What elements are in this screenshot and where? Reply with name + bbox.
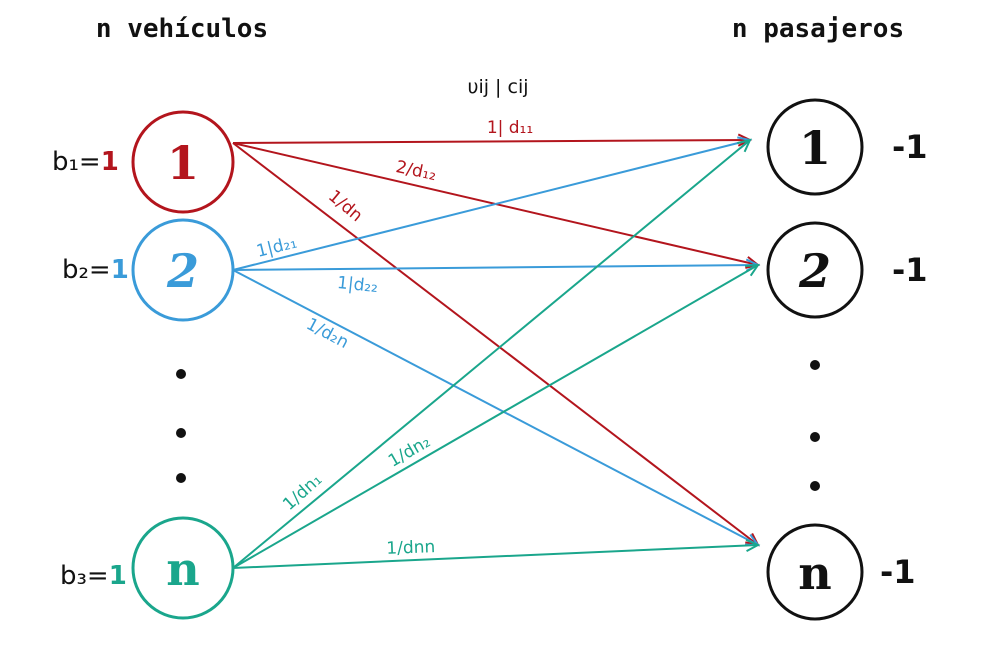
right-ellipsis-dot	[810, 432, 820, 442]
vehicle-node-1: 1	[131, 110, 235, 214]
edge-label-2-1: 1|d₂₁	[254, 232, 299, 261]
supply-prefix-1: b₁=	[52, 147, 101, 177]
edges-group: 1| d₁₁2/d₁₂1/dn1|d₂₁1|d₂₂1/d₂n1/dn₁1/dn₂…	[232, 118, 761, 569]
vehicle-node-1-circle	[131, 110, 235, 214]
supply-prefix-2: b₂=	[62, 255, 111, 285]
vehicle-node-2: 2	[131, 218, 235, 322]
left-title: n vehículos	[96, 14, 268, 44]
edge-label-1-1: 1| d₁₁	[487, 118, 533, 138]
vehicle-node-n-circle	[131, 516, 235, 620]
edge-n-n	[232, 544, 759, 569]
right-title: n pasajeros	[732, 14, 904, 44]
vehicle-node-1-label: 1	[167, 136, 199, 190]
edge-label-n-1: 1/dn₁	[279, 470, 326, 515]
passenger-node-n-circle	[766, 523, 864, 621]
passenger-node-2-label: 2	[798, 244, 831, 298]
edge-label-1-n: 1/dn	[324, 186, 366, 226]
arrowhead-n-2	[744, 263, 760, 277]
vehicle-node-2-circle	[131, 218, 235, 322]
right-ellipsis-dot	[810, 481, 820, 491]
passenger-node-n-label: n	[798, 546, 831, 600]
edge-n-2	[232, 264, 759, 569]
flow-cost-header: υij | cij	[467, 76, 528, 98]
edge-label-n-n: 1/dnn	[386, 537, 436, 559]
left-ellipsis-dot	[176, 369, 186, 379]
left-ellipsis-dot	[176, 428, 186, 438]
passenger-node-n: n	[766, 523, 864, 621]
edge-n-1	[232, 139, 751, 569]
passenger-node-1-label: 1	[799, 121, 831, 175]
passenger-node-1: 1	[766, 98, 864, 196]
passenger-node-2-circle	[766, 221, 864, 319]
passenger-node-2: 2	[766, 221, 864, 319]
vehicle-node-n-label: n	[166, 542, 199, 596]
left-ellipsis-dot	[176, 473, 186, 483]
demand-label-1: -1	[892, 128, 928, 166]
edge-2-1	[232, 139, 751, 271]
edge-2-2	[232, 264, 759, 271]
demand-label-n: -1	[880, 553, 916, 591]
supply-value-2: 1	[111, 255, 129, 285]
passenger-node-1-circle	[766, 98, 864, 196]
supply-label-n: b₃=1	[60, 561, 127, 591]
edge-2-n	[232, 269, 759, 546]
supply-prefix-n: b₃=	[60, 561, 109, 591]
supply-value-1: 1	[101, 147, 119, 177]
edge-label-2-2: 1|d₂₂	[336, 273, 379, 297]
supply-value-n: 1	[109, 561, 127, 591]
supply-label-1: b₁=1	[52, 147, 119, 177]
supply-label-2: b₂=1	[62, 255, 129, 285]
right-ellipsis-dot	[810, 360, 820, 370]
edge-1-1	[232, 139, 751, 144]
arrowhead-n-n	[745, 538, 761, 553]
demand-label-2: -1	[892, 251, 928, 289]
arrowhead-n-1	[737, 138, 752, 153]
edge-1-n	[232, 142, 759, 546]
vehicle-node-2-label: 2	[166, 244, 199, 298]
vehicle-node-n: n	[131, 516, 235, 620]
